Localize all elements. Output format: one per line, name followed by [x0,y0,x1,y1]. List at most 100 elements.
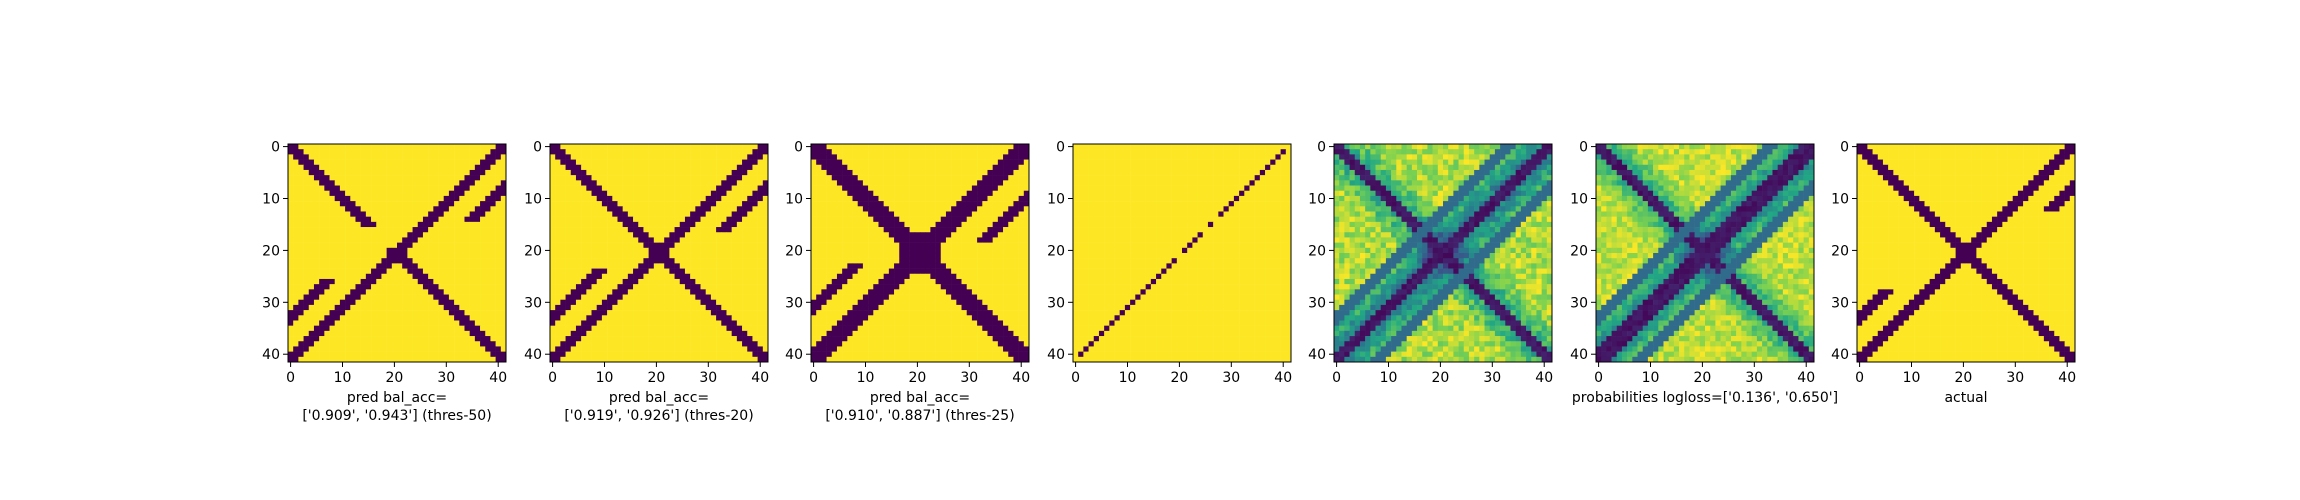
heatmap-cell [371,211,377,217]
heatmap-cell [873,216,879,223]
heatmap-cell [386,356,393,363]
heatmap-cell [679,237,686,243]
heatmap-cell [821,294,827,301]
heatmap-cell [397,247,403,254]
heatmap-cell [360,154,367,160]
heatmap-cell [355,268,361,275]
heatmap-cell [951,299,957,306]
heatmap-cell [319,185,325,192]
heatmap-cell [909,180,916,186]
heatmap-cell [648,263,655,269]
heatmap-cell [940,253,947,259]
heatmap-cell [971,164,978,171]
heatmap-cell [987,227,993,233]
heatmap-cell [474,227,481,233]
heatmap-cell [329,320,336,326]
heatmap-cell [350,169,356,176]
heatmap-cell [365,325,372,332]
heatmap-cell [971,304,978,311]
heatmap-cell [752,175,758,181]
heatmap-cell [308,159,315,166]
heatmap-cell [448,201,455,207]
heatmap-cell [899,310,905,316]
heatmap-cell [883,258,890,264]
heatmap-cell [612,351,618,358]
heatmap-cell [742,149,748,155]
heatmap-cell [586,315,592,321]
heatmap-cell [412,164,419,171]
heatmap-cell [752,232,758,238]
heatmap-cell [1023,221,1030,228]
heatmap-cell [971,247,978,254]
heatmap-cell [1023,304,1030,311]
heatmap-cell [402,159,408,166]
heatmap-cell [474,221,481,228]
heatmap-cell [601,294,608,301]
heatmap-cell [428,159,434,166]
heatmap-cell [888,216,895,223]
heatmap-cell [721,330,727,337]
heatmap-cell [469,315,476,321]
heatmap-cell [575,341,582,347]
heatmap-cell [407,237,413,243]
heatmap-cell [659,351,665,358]
heatmap-cell [591,299,598,306]
heatmap-cell [555,180,561,186]
heatmap-cell [627,190,634,197]
heatmap-cell [752,247,758,254]
heatmap-cell [469,232,476,238]
heatmap-cell [700,201,707,207]
heatmap-cell [752,253,758,259]
heatmap-cell [607,169,613,176]
heatmap-cell [617,175,623,181]
heatmap-cell [581,258,587,264]
heatmap-cell [412,253,419,259]
heatmap-cell [365,201,372,207]
heatmap-cell [878,144,884,150]
heatmap-cell [836,315,843,321]
heatmap-cell [313,278,320,285]
heatmap-cell [857,237,864,243]
heatmap-cell [560,356,566,363]
heatmap-cell [391,253,398,259]
heatmap-cell [485,336,491,342]
heatmap-cell [684,304,691,311]
heatmap-cell [376,180,382,186]
heatmap-cell [293,185,299,192]
heatmap-cell [407,356,413,363]
heatmap-cell [334,294,341,301]
heatmap-cell [319,211,325,217]
heatmap-cell [752,304,758,311]
heatmap-cell [334,175,341,181]
heatmap-cell [345,247,351,254]
heatmap-cell [695,232,701,238]
heatmap-cell [674,190,681,197]
heatmap-cell [397,330,403,337]
heatmap-cell [474,330,481,337]
heatmap-cell [319,253,325,259]
heatmap-cell [438,190,445,197]
heatmap-cell [596,330,603,337]
heatmap-cell [376,221,382,228]
heatmap-cell [816,278,822,285]
heatmap-cell [904,206,910,212]
heatmap-cell [868,299,874,306]
heatmap-cell [935,242,942,249]
heatmap-cell [412,268,419,275]
heatmap-cell [762,253,769,259]
heatmap-cell [293,149,299,155]
heatmap-cell [757,149,764,155]
heatmap-cell [705,227,712,233]
heatmap-cell [690,320,696,326]
heatmap-cell [459,216,465,223]
heatmap-cell [459,159,465,166]
heatmap-cell [862,253,869,259]
heatmap-cell [474,169,481,176]
heatmap-cell [868,216,874,223]
heatmap-cell [490,154,496,160]
heatmap-cell [448,325,455,332]
heatmap-cell [581,247,587,254]
heatmap-cell [381,299,387,306]
heatmap-cell [757,253,764,259]
heatmap-cell [914,310,921,316]
